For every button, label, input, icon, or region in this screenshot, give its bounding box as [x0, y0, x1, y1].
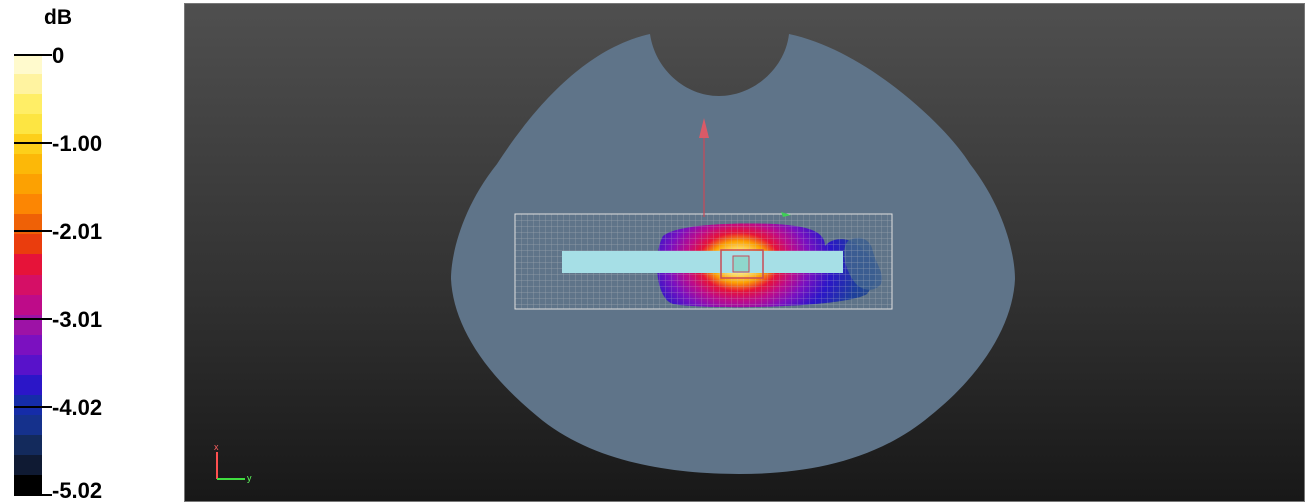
legend-tick-mark-0: [14, 54, 52, 56]
color-scale-segment: [14, 354, 42, 376]
color-scale-segment: [14, 134, 42, 155]
color-scale-segment: [14, 254, 42, 276]
legend-tick-label-5: -5.02: [52, 478, 103, 503]
feed-box-inner: [732, 255, 750, 273]
sar-distribution-scene: x y: [214, 34, 1015, 483]
legend-tick-mark-2: [14, 230, 52, 232]
direction-arrow-head: [699, 118, 709, 138]
color-scale-segment: [14, 334, 42, 356]
legend-tick-label-2: -2.01: [52, 219, 103, 244]
color-scale-segment: [14, 374, 42, 396]
color-scale-segment: [14, 394, 42, 416]
legend-tick-mark-3: [14, 318, 52, 320]
color-scale-segment: [14, 234, 42, 256]
color-scale-legend: dB 0 -1.00 -2.01 -3.01 -4.02 -5.02: [0, 0, 180, 502]
legend-tick-mark-4: [14, 406, 52, 408]
legend-tick-label-3: -3.01: [52, 307, 103, 332]
color-scale-segment: [14, 434, 42, 456]
feed-box-outer: [720, 249, 764, 279]
color-scale-segment: [14, 414, 42, 436]
color-scale-segment: [14, 174, 42, 195]
axis-x-label: x: [214, 442, 219, 452]
legend-tick-label-0: 0: [52, 43, 65, 68]
axis-y-label: y: [247, 473, 252, 483]
legend-tick-mark-5: [14, 494, 52, 496]
color-scale-segment: [14, 214, 42, 235]
legend-tick-label-4: -4.02: [52, 395, 103, 420]
color-scale-segment: [14, 194, 42, 215]
color-scale-segment: [14, 294, 42, 316]
color-scale-bar: [14, 54, 42, 496]
color-scale-segment: [14, 94, 42, 115]
green-marker: [781, 212, 791, 217]
color-scale-segment: [14, 274, 42, 296]
legend-unit-label: dB: [44, 6, 72, 29]
color-scale-segment: [14, 54, 42, 75]
applicator-bar: [562, 251, 843, 273]
color-scale-segment: [14, 114, 42, 135]
axis-triad: x y: [214, 442, 252, 483]
color-scale-segment: [14, 154, 42, 175]
color-scale-segment: [14, 74, 42, 95]
legend-tick-mark-1: [14, 142, 52, 144]
color-scale-segment: [14, 454, 42, 476]
color-scale-segment: [14, 474, 42, 496]
legend-tick-label-1: -1.00: [52, 131, 103, 156]
3d-viewport[interactable]: x y: [184, 3, 1305, 502]
